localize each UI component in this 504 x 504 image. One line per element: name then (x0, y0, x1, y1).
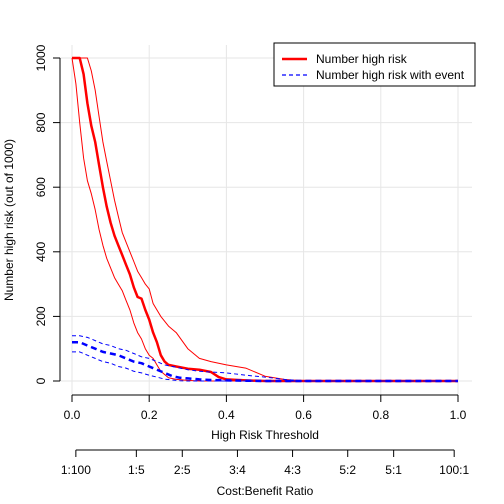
y-tick-label: 0 (34, 377, 48, 384)
x-tick-label: 0.2 (141, 408, 158, 422)
y-tick-label: 200 (34, 306, 48, 326)
y-tick-label: 1000 (34, 44, 48, 71)
secondary-tick-label: 4:3 (284, 463, 301, 477)
series-line-number-high-risk (72, 56, 458, 383)
legend-box (273, 42, 476, 87)
secondary-tick-label: 3:4 (229, 463, 246, 477)
x-axis-label: High Risk Threshold (211, 428, 319, 442)
series-line-number-high-risk-with-event-upper (72, 335, 458, 382)
secondary-axis-label: Cost:Benefit Ratio (217, 484, 314, 498)
secondary-tick-label: 1:100 (61, 463, 91, 477)
legend-label-number-high-risk: Number high risk (316, 52, 408, 66)
x-tick-label: 0.4 (218, 408, 235, 422)
legend: Number high risk Number high risk with e… (273, 42, 476, 87)
axes: 0.0 0.2 0.4 0.6 0.8 1.0 0 200 400 600 800 1000 1:100… (34, 44, 470, 477)
x-tick-label: 0.0 (64, 408, 81, 422)
series-group (71, 56, 458, 383)
secondary-tick-label: 2:5 (174, 463, 191, 477)
secondary-tick-label: 5:2 (339, 463, 356, 477)
x-tick-label: 0.8 (372, 408, 389, 422)
series-line-number-high-risk-upper (72, 57, 458, 382)
series-line-number-high-risk-with-event-lower (72, 351, 458, 382)
series-line-number-high-risk-with-event (72, 340, 458, 383)
series-line-number-high-risk-lower (71, 57, 458, 382)
secondary-tick-label: 100:1 (439, 463, 469, 477)
y-axis-label: Number high risk (out of 1000) (2, 139, 16, 301)
secondary-tick-label: 5:1 (385, 463, 402, 477)
x-tick-label: 0.6 (295, 408, 312, 422)
x-tick-label: 1.0 (450, 408, 467, 422)
legend-label-number-high-risk-with-event: Number high risk with event (316, 68, 465, 82)
y-tick-label: 800 (34, 112, 48, 132)
grid (60, 45, 472, 395)
secondary-tick-label: 1:5 (128, 463, 145, 477)
y-tick-label: 600 (34, 177, 48, 197)
y-tick-label: 400 (34, 241, 48, 261)
